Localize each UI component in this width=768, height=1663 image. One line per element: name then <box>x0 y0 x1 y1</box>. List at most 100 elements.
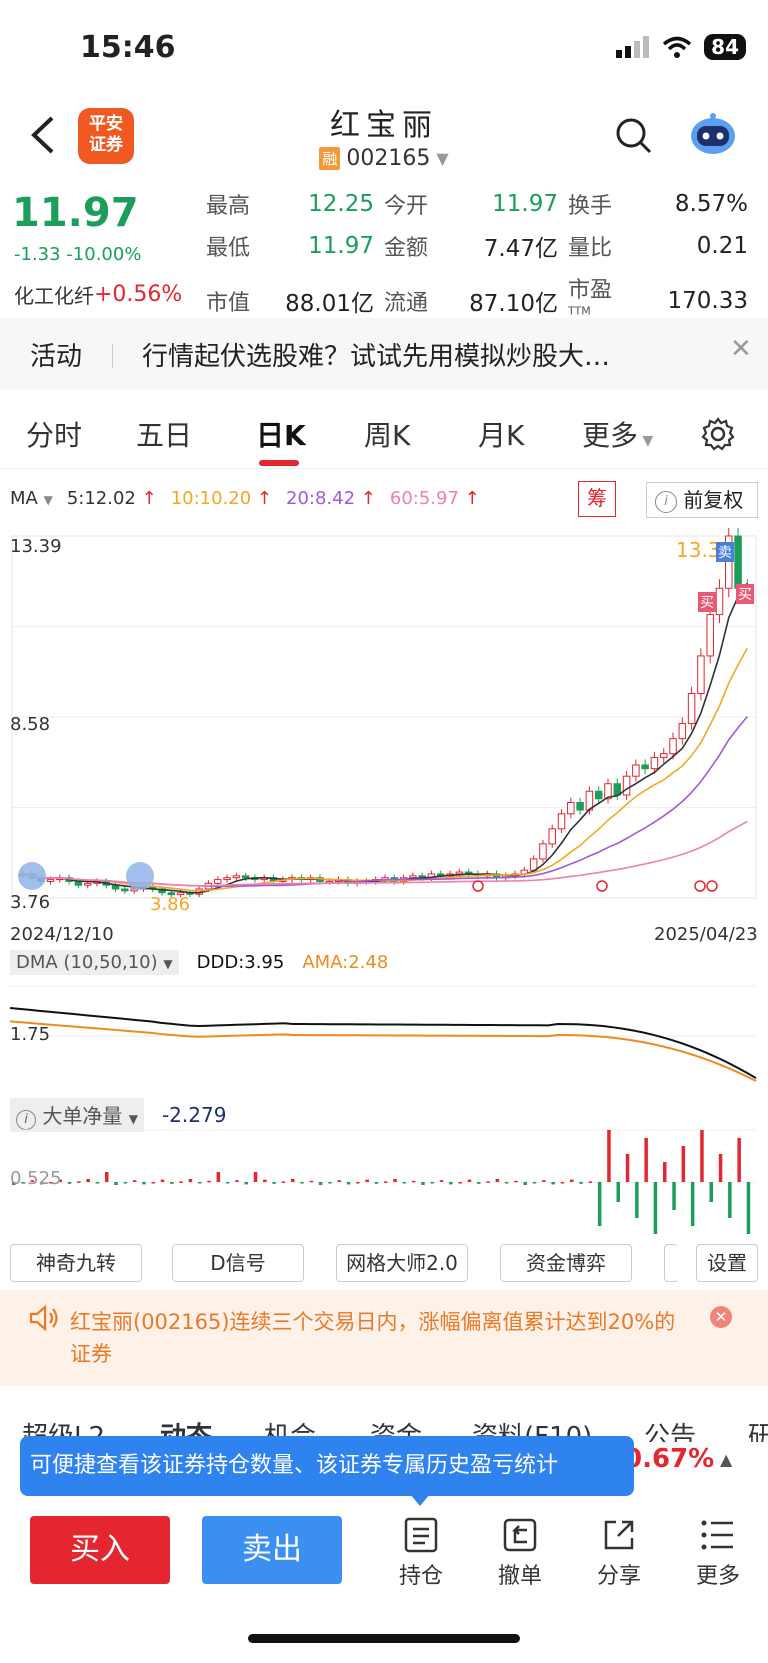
volume-bar <box>114 1182 118 1185</box>
volume-bar <box>95 1182 100 1184</box>
candle-body <box>46 879 55 882</box>
quote-value: 170.33 <box>667 287 748 314</box>
ma-value: 20:8.42 ↑ <box>286 488 376 509</box>
quote-label: 市值 <box>206 290 251 316</box>
volume-bar <box>356 1182 360 1184</box>
indicator-button[interactable]: D信号 <box>172 1244 304 1282</box>
buy-mark[interactable]: 买 <box>698 592 716 612</box>
quote-label: 今开 <box>384 194 429 219</box>
buy-button[interactable]: 买入 <box>30 1516 170 1584</box>
event-marker <box>694 880 706 892</box>
candle-body <box>697 655 705 695</box>
activity-text[interactable]: 行情起伏选股难？试试先用模拟炒股大… <box>142 342 611 372</box>
tab-weekly-k[interactable]: 周K <box>364 419 411 452</box>
candle-body <box>567 802 575 815</box>
quote-value: 11.97 <box>492 191 558 217</box>
more-label: 更多 <box>695 1564 740 1589</box>
plot-frame <box>11 535 757 899</box>
close-icon[interactable]: ✕ <box>730 334 752 364</box>
volume-bar <box>225 1182 230 1184</box>
quote-value: 11.97 <box>308 233 374 259</box>
ma-values: 5:12.02 ↑ 10:10.20 ↑ 20:8.42 ↑ 60:5.97 ↑ <box>67 488 480 509</box>
volume-bar <box>318 1182 323 1185</box>
big-order-legend[interactable]: i 大单净量 ▼ -2.279 <box>10 1098 226 1132</box>
quote-label: 市盈TTM <box>568 272 626 329</box>
close-icon[interactable]: ✕ <box>710 1306 732 1328</box>
ddd-line <box>9 1007 757 1080</box>
volume-bar <box>58 1179 62 1182</box>
tab-five-day[interactable]: 五日 <box>136 419 193 452</box>
tab-more[interactable]: 更多 ▼ <box>582 414 653 454</box>
dma-chart[interactable]: 1.75 <box>0 978 768 1086</box>
dma-legend[interactable]: DMA (10,50,10) ▼ DDD:3.95 AMA:2.48 <box>10 950 388 975</box>
indicator-button[interactable]: 神奇九转 <box>10 1244 142 1282</box>
gear-icon[interactable] <box>700 416 736 452</box>
dma-selector[interactable]: DMA (10,50,10) ▼ <box>10 950 179 975</box>
share-button[interactable]: 分享 <box>581 1512 657 1590</box>
candle-body <box>74 880 83 886</box>
volume-bar <box>439 1180 444 1182</box>
ma-value: 60:5.97 ↑ <box>389 488 480 509</box>
tab-announcement[interactable]: 公告 <box>644 1422 697 1442</box>
volume-bar <box>365 1179 369 1182</box>
activity-banner[interactable] <box>0 318 768 390</box>
volume-bar <box>235 1180 239 1182</box>
dma-tick-label: 1.75 <box>10 1024 51 1045</box>
dma-ama-value: AMA:2.48 <box>302 952 389 973</box>
sell-button[interactable]: 卖出 <box>202 1516 342 1584</box>
volume-bar <box>421 1182 425 1185</box>
price-change: -1.33 -10.00% <box>14 244 142 265</box>
sector-change: +0.56% <box>94 282 183 307</box>
volume-bar <box>77 1181 81 1183</box>
kline-chart[interactable]: 13.39 8.58 3.76 2024/12/10 2025/04/23 13… <box>0 525 768 948</box>
volume-bar <box>551 1182 555 1185</box>
tab-daily-k[interactable]: 日K <box>256 419 306 452</box>
volume-bar <box>21 1182 25 1184</box>
ma-legend[interactable]: MA ▼ 5:12.02 ↑ 10:10.20 ↑ 20:8.42 ↑ 60:5.97… <box>10 488 480 509</box>
dma-svg <box>9 985 757 1082</box>
adjust-mode-button[interactable]: i 前复权 <box>646 482 758 518</box>
tooltip-arrow <box>410 1494 430 1506</box>
cancel-order-button[interactable]: 撤单 <box>482 1512 558 1590</box>
search-icon[interactable] <box>614 116 654 156</box>
volume-bar <box>737 1138 741 1182</box>
more-button[interactable]: 更多 <box>680 1512 756 1590</box>
activity-divider <box>112 344 113 368</box>
tab-research[interactable]: 研 <box>748 1422 768 1442</box>
candle-body <box>539 843 547 860</box>
tab-intraday[interactable]: 分时 <box>26 419 83 452</box>
volume-bar <box>411 1180 416 1183</box>
caret-up-icon[interactable]: ▲ <box>720 1450 733 1469</box>
stock-code-selector[interactable]: 融 002165 ▼ <box>0 146 768 171</box>
settings-button[interactable]: 设置 <box>696 1244 758 1282</box>
divider <box>0 468 768 469</box>
volume-bar <box>616 1182 620 1202</box>
volume-bar <box>142 1182 146 1185</box>
info-icon: i <box>655 490 677 513</box>
big-order-chart[interactable]: 0.525 <box>0 1124 768 1238</box>
volume-bar <box>644 1138 648 1182</box>
ma-value: 10:10.20 ↑ <box>170 488 273 509</box>
arrow-up-icon: ↑ <box>360 488 376 509</box>
chip-distribution-button[interactable]: 筹 <box>578 481 616 517</box>
event-marker <box>596 880 608 892</box>
holding-tooltip[interactable]: 可便捷查看该证券持仓数量、该证券专属历史盈亏统计 <box>20 1436 634 1496</box>
quote-value: 88.01亿 <box>285 290 374 317</box>
volume-bar <box>123 1182 128 1184</box>
candle-body <box>176 892 185 896</box>
back-icon[interactable] <box>24 112 64 158</box>
indicator-button[interactable]: 资金博弈 <box>500 1244 632 1282</box>
holdings-button[interactable]: 持仓 <box>383 1512 459 1590</box>
big-order-selector[interactable]: i 大单净量 ▼ <box>10 1098 144 1132</box>
ai-assistant-icon[interactable] <box>688 112 738 158</box>
candle-body <box>548 828 556 845</box>
sector-info[interactable]: 化工化纤 +0.56% <box>14 280 182 309</box>
volume-bar <box>746 1182 751 1234</box>
arrow-up-icon: ↑ <box>141 488 157 509</box>
indicator-button[interactable]: 网格大师2.0 <box>336 1244 468 1282</box>
buy-mark[interactable]: 买 <box>736 584 754 604</box>
sell-mark[interactable]: 卖 <box>716 542 734 562</box>
menu-icon <box>680 1512 756 1558</box>
indicator-button[interactable] <box>664 1244 678 1282</box>
tab-monthly-k[interactable]: 月K <box>478 419 525 452</box>
